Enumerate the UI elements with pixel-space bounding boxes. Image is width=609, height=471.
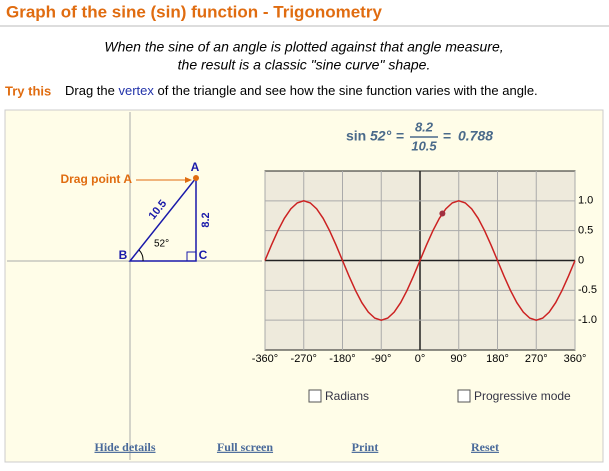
angle-point bbox=[439, 210, 446, 217]
x-tick-label: -360° bbox=[252, 353, 278, 365]
eq-sign: = bbox=[396, 128, 404, 144]
eq-result: 0.788 bbox=[458, 128, 493, 144]
angle-label: 52° bbox=[154, 239, 169, 250]
x-tick-label: -180° bbox=[329, 353, 355, 365]
eq-num: 8.2 bbox=[415, 119, 434, 134]
eq-den: 10.5 bbox=[411, 138, 437, 153]
eq-func: sin bbox=[346, 128, 366, 144]
x-tick-label: -90° bbox=[371, 353, 391, 365]
angle-arc bbox=[138, 249, 144, 262]
link[interactable]: Reset bbox=[471, 440, 499, 454]
instruction: Drag the vertex of the triangle and see … bbox=[65, 83, 538, 98]
intro-line: the result is a classic "sine curve" sha… bbox=[178, 57, 431, 73]
vertex-link[interactable]: vertex bbox=[119, 83, 155, 98]
link[interactable]: Print bbox=[352, 440, 379, 454]
plot: -360° -270° -180° -90° 0° 90° 180° 270° 360° 1.0 0… bbox=[252, 170, 597, 365]
vertex-a[interactable] bbox=[193, 175, 199, 181]
instruction-text: Drag the bbox=[65, 83, 115, 98]
link[interactable]: Full screen bbox=[217, 440, 273, 454]
y-tick-label: 0.5 bbox=[578, 225, 593, 237]
vertex-label: B bbox=[119, 248, 128, 262]
drag-label: Drag point A bbox=[60, 172, 132, 186]
eq-angle: 52° bbox=[370, 128, 392, 144]
triangle bbox=[128, 175, 197, 262]
x-tick-label: 90° bbox=[450, 353, 467, 365]
intro-line: When the sine of an angle is plotted aga… bbox=[104, 39, 503, 55]
sine-curve bbox=[264, 200, 576, 321]
checkbox-label[interactable]: Radians bbox=[325, 389, 369, 403]
vertex-label: A bbox=[191, 160, 200, 174]
arrow-head bbox=[185, 177, 192, 183]
checkbox[interactable] bbox=[308, 389, 322, 403]
link[interactable]: Hide details bbox=[94, 440, 155, 454]
x-tick-label: 270° bbox=[525, 353, 548, 365]
try-label: Try this bbox=[5, 83, 51, 98]
checkbox[interactable] bbox=[457, 389, 471, 403]
checkbox-label[interactable]: Progressive mode bbox=[474, 389, 571, 403]
x-tick-label: 360° bbox=[564, 353, 587, 365]
right-angle bbox=[186, 251, 197, 262]
side-label: 8.2 bbox=[200, 212, 212, 227]
y-tick-label: 0 bbox=[578, 254, 584, 266]
eq-sign: = bbox=[443, 128, 451, 144]
vertex-label: C bbox=[199, 248, 208, 262]
instruction-text: of the triangle and see how the sine fun… bbox=[158, 83, 538, 98]
y-tick-label: 1.0 bbox=[578, 195, 593, 207]
x-tick-label: 180° bbox=[486, 353, 509, 365]
y-tick-label: -0.5 bbox=[578, 284, 597, 296]
equation: sin 52° = 8.2 10.5 = 0.788 bbox=[346, 119, 493, 153]
x-tick-label: 0° bbox=[415, 353, 426, 365]
title: Graph of the sine (sin) function - Trigo… bbox=[6, 2, 382, 21]
x-tick-label: -270° bbox=[291, 353, 317, 365]
y-tick-label: -1.0 bbox=[578, 314, 597, 326]
links: Hide details Full screen Print Reset bbox=[94, 440, 499, 454]
